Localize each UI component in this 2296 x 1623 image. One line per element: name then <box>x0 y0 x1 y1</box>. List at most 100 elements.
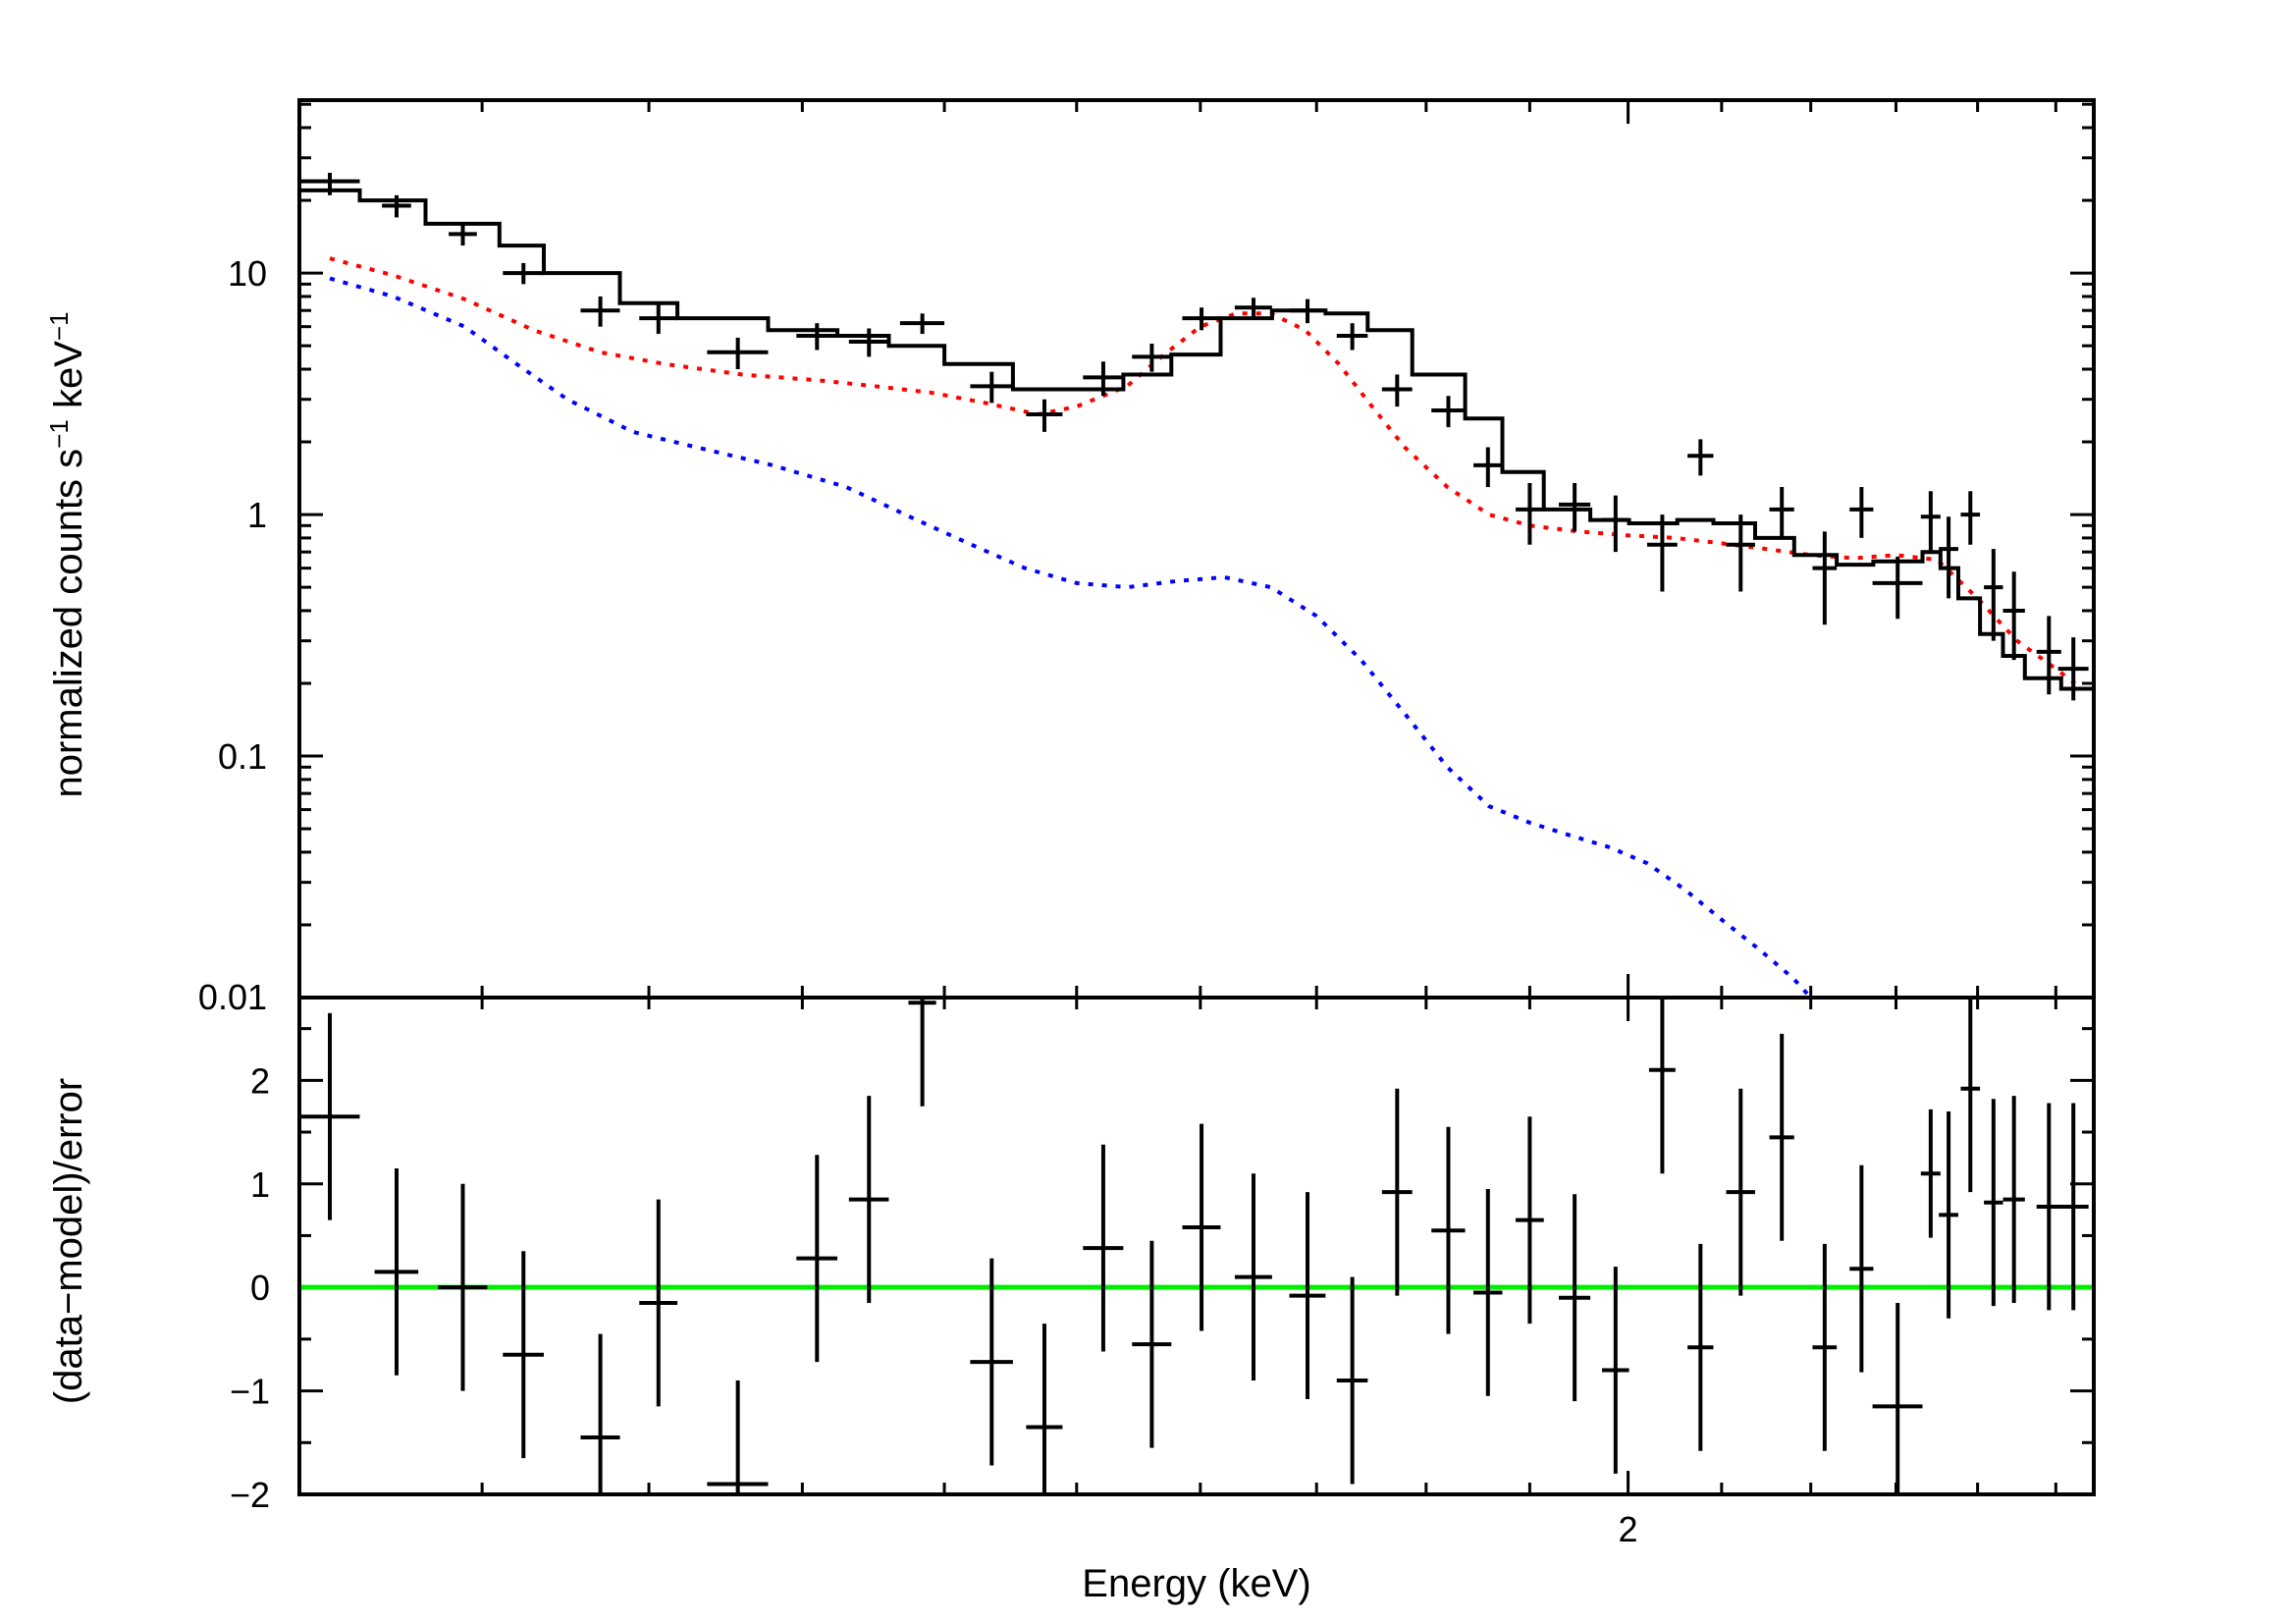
spectrum-y-tick-label: 1 <box>247 495 267 535</box>
residual-data-point <box>707 1380 769 1494</box>
spectrum-data-point <box>1984 549 2003 641</box>
residual-data-point <box>796 1155 838 1363</box>
residual-data-point <box>2002 1096 2025 1303</box>
residual-data-point <box>1920 1109 1941 1238</box>
residual-data-point <box>1132 1240 1172 1448</box>
residuals-top-left-label: 0.01 <box>198 977 267 1017</box>
residuals-y-tick-label: −2 <box>230 1475 270 1515</box>
spectrum-panel: 0.1 1 10 <box>218 98 2096 1000</box>
spectrum-data-point <box>449 223 477 246</box>
residuals-panel-frame <box>297 996 2096 1496</box>
residual-data-point <box>908 998 936 1107</box>
residual-data-point <box>1515 1116 1544 1325</box>
residual-data-point <box>1726 1088 1755 1296</box>
spectrum-data-point <box>1812 531 1838 625</box>
spectrum-data-point <box>2002 571 2025 661</box>
residual-data-point <box>1812 1243 1838 1451</box>
spectrum-data-point <box>1647 514 1678 592</box>
residuals-panel: −2 −1 0 1 2 2 <box>230 996 2096 1549</box>
spectrum-data-point <box>503 262 545 285</box>
spectrum-data-point <box>1726 514 1755 592</box>
residual-data-point <box>1336 1276 1368 1485</box>
residual-data-points <box>299 998 2089 1494</box>
residual-data-point <box>1234 1173 1272 1381</box>
residual-data-point <box>374 1167 419 1376</box>
residuals-y-tick-label: 0 <box>250 1268 270 1308</box>
spectrum-data-point <box>1336 323 1368 351</box>
residual-data-point <box>299 1012 360 1220</box>
spectrum-data-point <box>1939 516 1958 599</box>
spectrum-data-point <box>1769 487 1794 538</box>
spectrum-data-point <box>970 371 1013 404</box>
total-model-step-line <box>299 188 2094 691</box>
residual-data-point <box>580 1333 620 1494</box>
residuals-panel-tick-labels: −2 −1 0 1 2 2 <box>230 1060 1638 1549</box>
spectrum-data-point <box>1083 361 1124 397</box>
spectrum-data-point <box>1687 439 1714 476</box>
residual-data-point <box>1872 1302 1923 1494</box>
x-axis-label: Energy (keV) <box>1082 1562 1310 1605</box>
residual-data-point <box>970 1258 1013 1466</box>
residual-data-point <box>1473 1189 1503 1396</box>
spectrum-data-point <box>899 313 945 335</box>
spectrum-y-tick-label: 0.1 <box>218 736 267 777</box>
residual-data-point <box>2057 1103 2089 1311</box>
spectrum-data-point <box>2057 637 2089 701</box>
spectrum-data-points <box>299 173 2089 701</box>
residual-data-point <box>2036 1103 2061 1311</box>
residual-data-point <box>1960 998 1981 1193</box>
residual-data-point <box>1769 1033 1794 1241</box>
residual-data-point <box>1939 1110 1958 1319</box>
spectrum-data-point <box>580 296 620 327</box>
blue-model-component-line <box>329 276 1813 1000</box>
residual-data-point <box>1984 1099 2003 1307</box>
spectrum-data-point <box>1849 487 1874 538</box>
spectrum-data-point <box>1234 298 1272 319</box>
spectrum-data-point <box>1381 374 1413 407</box>
spectrum-data-point <box>639 304 678 335</box>
spectrum-data-point <box>707 337 769 369</box>
spectrum-data-point <box>1431 396 1466 428</box>
spectrum-data-point <box>1289 298 1326 324</box>
residual-data-point <box>1431 1126 1466 1334</box>
spectrum-data-point <box>1473 447 1503 488</box>
spectrum-y-axis-label: normalized counts s−1 keV−1 <box>44 311 90 797</box>
spectrum-data-point <box>1515 483 1544 545</box>
residual-data-point <box>1648 998 1676 1174</box>
spectrum-panel-tick-labels: 0.1 1 10 <box>218 253 267 777</box>
spectrum-data-point <box>299 173 360 195</box>
residual-data-point <box>1602 1267 1629 1474</box>
residuals-y-tick-label: −1 <box>230 1372 270 1412</box>
spectrum-data-point <box>1026 399 1063 432</box>
spectrum-data-point <box>1558 483 1591 532</box>
residual-data-point <box>1849 1164 1874 1373</box>
residuals-y-tick-label: 2 <box>250 1060 270 1101</box>
spectrum-y-tick-label: 10 <box>228 253 267 294</box>
residual-data-point <box>639 1199 678 1407</box>
residual-data-point <box>1381 1088 1413 1296</box>
spectrum-data-point <box>1872 556 1923 620</box>
residual-data-point <box>1687 1243 1714 1451</box>
spectrum-data-point <box>1132 344 1172 372</box>
residual-data-point <box>1289 1192 1326 1400</box>
residual-data-point <box>1083 1144 1124 1352</box>
spectrum-data-point <box>1182 307 1221 331</box>
spectrum-data-point <box>1960 491 1981 545</box>
residual-data-point <box>1182 1123 1221 1331</box>
spectrum-data-point <box>848 328 889 357</box>
spectrum-data-point <box>382 194 411 218</box>
residual-data-point <box>1558 1194 1591 1402</box>
residual-data-point <box>503 1251 545 1459</box>
red-model-component-line <box>329 256 2077 685</box>
spectrum-data-point <box>1920 491 1941 553</box>
residual-data-point <box>848 1096 889 1303</box>
x-tick-label: 2 <box>1619 1509 1638 1549</box>
residuals-y-axis-label: (data−model)/error <box>47 1078 90 1404</box>
residual-data-point <box>1026 1324 1063 1494</box>
residuals-y-tick-label: 1 <box>250 1164 270 1205</box>
spectrum-data-point <box>1602 495 1629 553</box>
spectrum-data-point <box>2036 616 2061 695</box>
residual-data-point <box>438 1183 488 1391</box>
